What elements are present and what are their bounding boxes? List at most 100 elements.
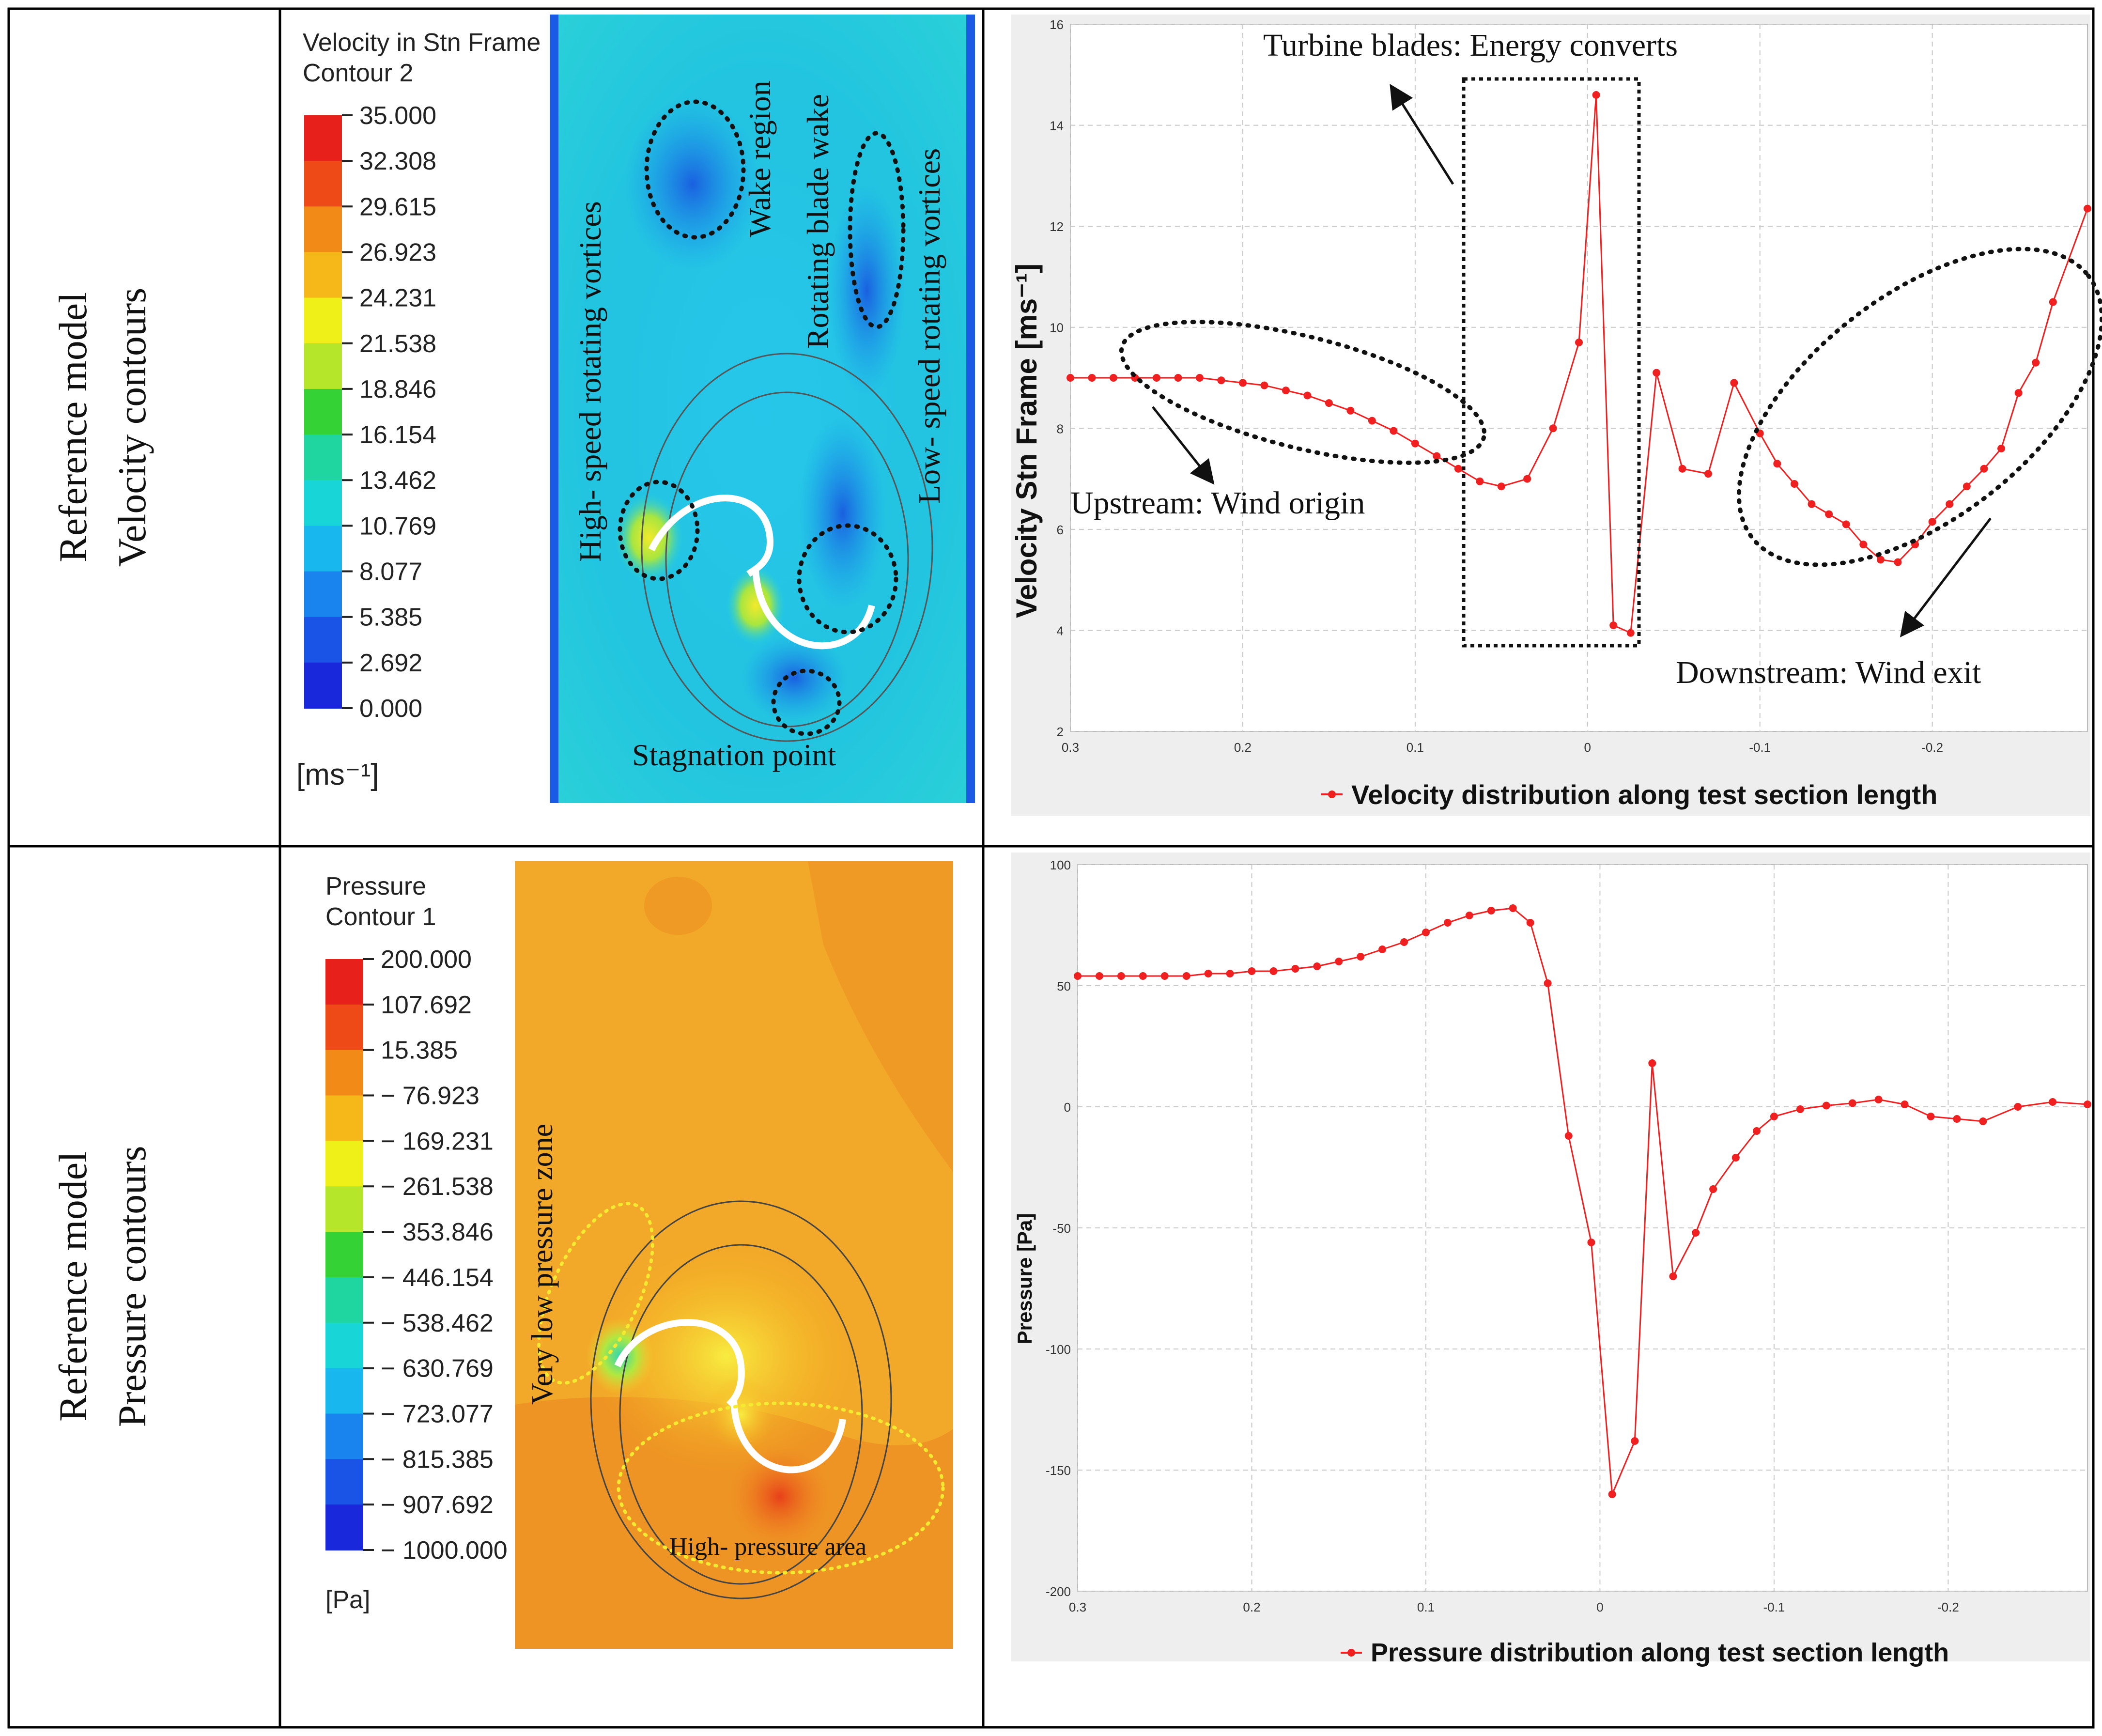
velocity-chart-data-point: [1303, 391, 1312, 400]
pressure-chart-data-point: [1422, 929, 1430, 936]
annotation-high-speed: High- speed rotating vortices: [573, 201, 607, 562]
velocity-chart-grid: [1070, 24, 2087, 732]
pressure-chart-data-point: [1313, 962, 1321, 970]
velocity-colorbar-color-band: [304, 480, 342, 527]
annotation-turbine: Turbine blades: Energy converts: [1263, 28, 1678, 63]
pressure-colorbar-color-band: [325, 959, 363, 1005]
velocity-legend-title-2: Contour 2: [303, 59, 413, 87]
pressure-colorbar-tick-label: − 169.231: [381, 1127, 494, 1155]
downstream-dotted-ellipse: [1736, 247, 2102, 567]
velocity-chart-data-point: [1282, 387, 1290, 395]
pressure-colorbar-tick-label: − 261.538: [381, 1173, 494, 1201]
pressure-chart-data-point: [1335, 958, 1343, 965]
velocity-chart-xtick-label: 0.2: [1234, 740, 1252, 755]
annotation-downstream: Downstream: Wind exit: [1676, 655, 1981, 690]
velocity-chart-xtick-label: 0.1: [1406, 740, 1424, 755]
velocity-colorbar-color-band: [304, 526, 342, 572]
pressure-chart-data-point: [1669, 1272, 1677, 1280]
velocity-chart-data-point: [1174, 374, 1182, 382]
pressure-chart-data-point: [1487, 907, 1495, 914]
velocity-colorbar-color-band: [304, 388, 342, 435]
velocity-legend-text: Velocity distribution along test section…: [1351, 779, 1937, 810]
annotation-low-pressure-zone: Very low pressure zone: [526, 1124, 559, 1405]
velocity-colorbar-tick-label: 2.692: [359, 649, 422, 677]
pressure-chart-xtick-label: -0.2: [1937, 1600, 1959, 1614]
velocity-chart-ylabel: Velocity Stn Frame [ms⁻¹]: [1010, 264, 1043, 618]
pressure-colorbar-color-band: [325, 1504, 363, 1550]
velocity-colorbar-color-band: [304, 297, 342, 344]
pressure-chart-data-point: [1139, 972, 1147, 980]
velocity-legend-unit: [ms⁻¹]: [296, 758, 379, 791]
pressure-chart-data-point: [1248, 967, 1256, 975]
velocity-colorbar-tick-label: 16.154: [359, 421, 436, 449]
downstream-arrow: [1900, 517, 1992, 637]
velocity-chart-data-point: [1894, 558, 1902, 566]
pressure-series: [1074, 904, 2091, 1498]
velocity-chart-data-point: [1476, 477, 1484, 485]
velocity-colorbar-tick-label: 13.462: [359, 466, 436, 495]
pressure-chart-data-point: [2049, 1098, 2057, 1106]
velocity-legend-title-1: Velocity in Stn Frame: [303, 29, 541, 57]
velocity-colorbar-color-band: [304, 161, 342, 207]
turbine-dotted-box: [1462, 77, 1641, 648]
pressure-chart-xtick-label: -0.1: [1763, 1600, 1785, 1614]
velocity-colorbar-color-band: [304, 662, 342, 709]
velocity-chart-ytick-label: 10: [1050, 321, 1064, 335]
pressure-colorbar-tick-label: 107.692: [381, 991, 472, 1019]
pressure-chart-ytick-label: -50: [1052, 1221, 1071, 1236]
pressure-legend-marker: [1347, 1649, 1355, 1657]
pressure-chart-data-point: [1648, 1059, 1656, 1067]
annotation-upstream: Upstream: Wind origin: [1070, 485, 1365, 521]
velocity-chart-ytick-label: 4: [1057, 623, 1064, 638]
velocity-chart-data-point: [1678, 465, 1686, 473]
velocity-colorbar-tick-label: 5.385: [359, 604, 422, 632]
pressure-chart-xtick-label: 0: [1596, 1600, 1603, 1614]
velocity-chart-data-point: [1088, 374, 1096, 382]
velocity-chart-data-point: [1609, 621, 1618, 629]
velocity-chart-data-point: [1928, 518, 1936, 526]
velocity-chart-data-point: [1808, 500, 1816, 508]
annotation-low-speed: Low- speed rotating vortices: [912, 148, 946, 504]
velocity-legend-marker: [1328, 790, 1336, 798]
pressure-colorbar-color-band: [325, 1277, 363, 1323]
pressure-chart-data-point: [1709, 1185, 1717, 1193]
velocity-chart-data-point: [1653, 369, 1661, 377]
velocity-chart-data-point: [1109, 374, 1117, 382]
pressure-chart-data-point: [1544, 979, 1552, 987]
velocity-colorbar-color-band: [304, 252, 342, 298]
pressure-colorbar-tick-label: − 1000.000: [381, 1536, 508, 1565]
pressure-chart-data-point: [1526, 919, 1534, 927]
velocity-chart-data-point: [2014, 389, 2023, 397]
velocity-chart-xtick-label: 0.3: [1062, 740, 1079, 755]
velocity-chart-legend: Velocity distribution along test section…: [1321, 779, 1937, 810]
pressure-chart-data-point: [1953, 1115, 1961, 1123]
velocity-chart-data-point: [1946, 500, 1954, 508]
velocity-chart-data-point: [1217, 376, 1225, 385]
velocity-colorbar: [304, 115, 342, 709]
velocity-chart-data-point: [1066, 374, 1074, 382]
pressure-chart-data-point: [1901, 1100, 1909, 1108]
velocity-chart-data-point: [1411, 439, 1419, 448]
velocity-chart-data-point: [1859, 541, 1868, 549]
pressure-colorbar-tick-label: − 446.154: [381, 1264, 494, 1292]
velocity-colorbar-color-band: [304, 434, 342, 481]
pressure-legend-title-2: Contour 1: [325, 903, 436, 931]
pressure-chart-xtick-label: 0.3: [1069, 1600, 1086, 1614]
velocity-colorbar-tick-label: 26.923: [359, 238, 436, 266]
pressure-chart-data-point: [1357, 953, 1365, 961]
velocity-chart-data-point: [1497, 482, 1505, 491]
pressure-chart-data-point: [1979, 1117, 1987, 1125]
pressure-chart-data-point: [1269, 967, 1278, 975]
pressure-colorbar-ticks: 200.000 107.692 15.385 − 76.923 − 169.231 − 2…: [363, 946, 508, 1565]
pressure-colorbar-color-band: [325, 1413, 363, 1460]
table-grid: [7, 7, 2095, 1729]
row-label-pressure: Reference model Pressure contours: [51, 1146, 154, 1427]
velocity-colorbar-color-band: [304, 206, 342, 253]
pressure-chart-data-point: [1752, 1127, 1761, 1135]
velocity-colorbar-tick-label: 21.538: [359, 330, 436, 358]
pressure-chart-data-point: [1848, 1099, 1856, 1107]
pressure-chart-data-point: [1796, 1105, 1804, 1113]
pressure-legend-unit: [Pa]: [325, 1586, 371, 1614]
velocity-colorbar-tick-label: 8.077: [359, 558, 422, 586]
